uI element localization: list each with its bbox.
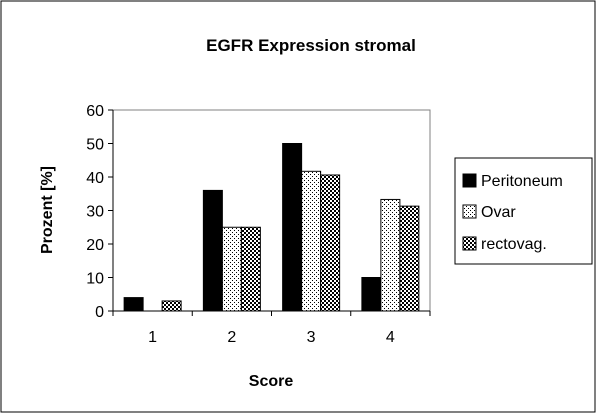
y-axis: 0 10 20 30 40 50 60 <box>86 103 114 321</box>
y-axis-label: Prozent [%] <box>39 166 56 254</box>
bar-rectovag-2 <box>240 226 261 312</box>
legend-swatch <box>462 173 477 188</box>
y-tick-label: 0 <box>95 304 104 321</box>
legend-label: rectovag. <box>481 236 547 253</box>
x-axis-label: Score <box>249 373 294 390</box>
y-tick-label: 30 <box>86 204 104 221</box>
chart-title: EGFR Expression stromal <box>206 36 416 55</box>
bar-rectovag-1 <box>161 300 182 312</box>
bar-peritoneum-3 <box>282 143 303 312</box>
legend-label: Peritoneum <box>481 173 563 190</box>
legend-swatch <box>462 204 477 219</box>
legend-label: Ovar <box>481 204 516 221</box>
bar-rectovag-4 <box>399 205 420 312</box>
legend-swatch <box>462 236 477 251</box>
bar-ovar-2 <box>221 226 242 312</box>
bar-peritoneum-4 <box>361 277 382 312</box>
y-tick-label: 50 <box>86 137 104 154</box>
x-tick-label: 2 <box>227 329 236 346</box>
bar-peritoneum-1 <box>123 297 144 312</box>
legend: Peritoneum Ovar rectovag. <box>462 173 563 253</box>
bar-ovar-3 <box>301 170 322 312</box>
bars <box>123 143 420 312</box>
bar-ovar-4 <box>380 198 401 312</box>
x-tick-label: 4 <box>386 329 395 346</box>
y-tick-label: 20 <box>86 237 104 254</box>
bar-rectovag-3 <box>320 174 341 312</box>
bar-peritoneum-2 <box>202 189 223 312</box>
y-tick-label: 40 <box>86 170 104 187</box>
legend-box <box>454 157 593 265</box>
x-tick-label: 3 <box>307 329 316 346</box>
x-tick-label: 1 <box>148 329 157 346</box>
y-tick-label: 10 <box>86 271 104 288</box>
y-tick-label: 60 <box>86 103 104 120</box>
